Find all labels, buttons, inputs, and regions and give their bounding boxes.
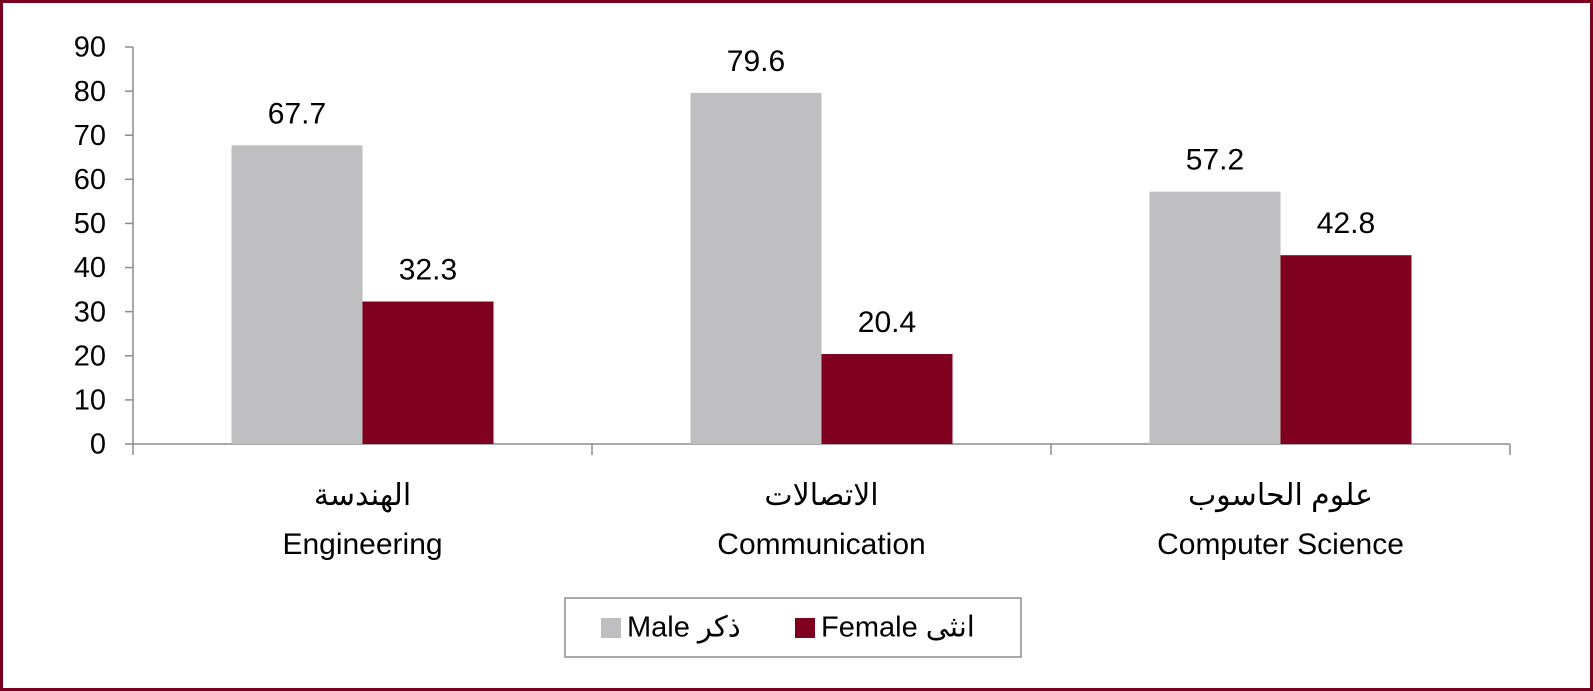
value-label: 79.6 <box>727 45 785 78</box>
y-tick-label: 80 <box>74 76 106 108</box>
value-label: 42.8 <box>1317 207 1375 240</box>
bar <box>690 92 822 445</box>
y-tick-label: 90 <box>74 32 106 64</box>
bar <box>231 145 363 444</box>
x-tick-label: Communication <box>717 528 925 561</box>
bar <box>1280 255 1412 444</box>
x-tick-label: علوم الحاسوب <box>1188 479 1373 512</box>
legend-box <box>564 597 1022 658</box>
y-tick-label: 10 <box>74 385 106 417</box>
y-tick-label: 70 <box>74 120 106 152</box>
value-label: 20.4 <box>858 306 916 339</box>
bar <box>821 354 953 444</box>
y-tick-label: 40 <box>74 252 106 284</box>
x-tick-label: Computer Science <box>1157 528 1404 561</box>
legend-label: Male ذكر <box>627 612 741 644</box>
legend-swatch <box>601 618 621 638</box>
legend-swatch <box>795 618 815 638</box>
y-tick-label: 0 <box>90 429 106 461</box>
bar <box>362 301 494 444</box>
value-label: 57.2 <box>1186 144 1244 177</box>
x-tick-label: Engineering <box>282 528 442 561</box>
value-label: 32.3 <box>399 253 457 286</box>
y-tick-label: 30 <box>74 296 106 328</box>
bar <box>1149 191 1281 444</box>
y-tick-label: 50 <box>74 208 106 240</box>
y-tick-label: 20 <box>74 340 106 372</box>
x-tick-label: الهندسة <box>314 479 411 513</box>
legend-label: Female انثى <box>821 612 975 644</box>
y-tick-label: 60 <box>74 164 106 196</box>
value-label: 67.7 <box>268 97 326 130</box>
x-tick-label: الاتصالات <box>764 479 878 512</box>
